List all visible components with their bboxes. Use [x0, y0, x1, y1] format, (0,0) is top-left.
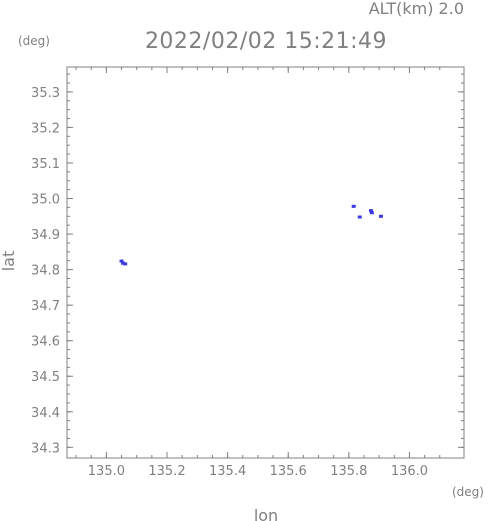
x-tick-label: 135.6 — [270, 464, 307, 479]
altitude-label: ALT(km) 2.0 — [369, 0, 464, 18]
y-unit-label: (deg) — [18, 34, 50, 48]
data-point — [351, 204, 356, 208]
y-tick-label: 35.1 — [31, 157, 60, 172]
y-tick-label: 34.5 — [31, 370, 60, 385]
plot-frame — [66, 66, 465, 459]
x-tick-label: 135.4 — [209, 464, 246, 479]
x-tick-label: 136.0 — [391, 464, 428, 479]
y-tick-label: 34.7 — [31, 299, 60, 314]
data-point — [121, 261, 126, 265]
chart-title: 2022/02/02 15:21:49 — [145, 29, 387, 54]
x-tick-label: 135.8 — [330, 464, 367, 479]
data-point — [369, 211, 374, 215]
y-tick-label: 35.2 — [31, 121, 60, 136]
x-tick-label: 135.2 — [148, 464, 185, 479]
data-point — [378, 214, 383, 218]
y-tick-label: 34.6 — [31, 335, 60, 350]
data-point — [357, 215, 362, 219]
y-tick-label: 34.3 — [31, 441, 60, 456]
data-point — [368, 209, 373, 213]
x-axis-label: lon — [254, 506, 278, 521]
y-tick-label: 35.0 — [31, 193, 60, 208]
y-tick-label: 34.9 — [31, 228, 60, 243]
y-tick-label: 35.3 — [31, 86, 60, 101]
data-point — [123, 262, 128, 266]
x-unit-label: (deg) — [452, 485, 484, 499]
data-point — [119, 259, 124, 263]
x-tick-label: 135.0 — [88, 464, 125, 479]
y-tick-label: 34.8 — [31, 264, 60, 279]
y-axis-label: lat — [0, 251, 18, 272]
y-tick-label: 34.4 — [31, 406, 60, 421]
